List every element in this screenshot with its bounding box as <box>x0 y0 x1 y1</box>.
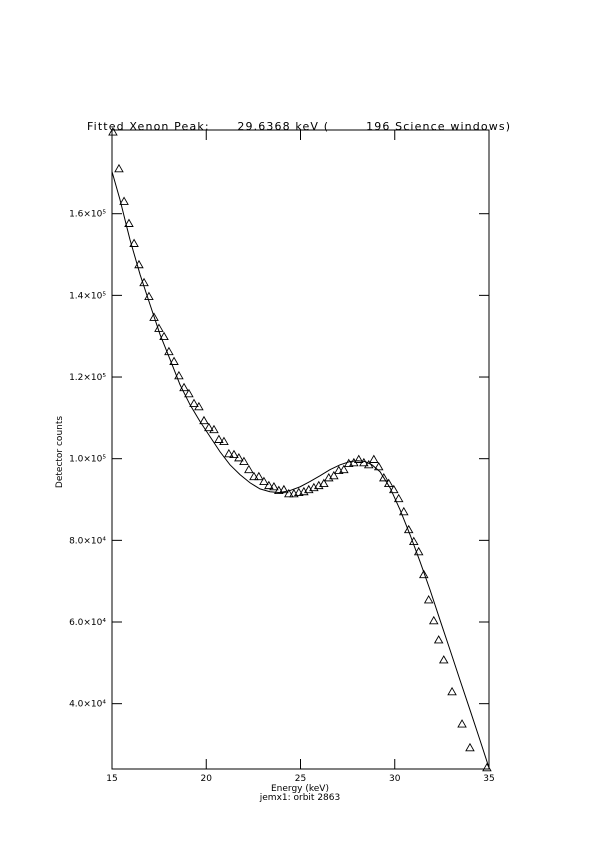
data-point <box>239 456 249 465</box>
data-point <box>244 464 254 474</box>
data-point <box>423 595 434 604</box>
data-point <box>114 163 124 173</box>
data-point <box>403 524 414 534</box>
y-tick-label: 1.2×10⁵ <box>69 373 106 383</box>
data-point <box>399 506 409 516</box>
data-point <box>393 493 404 503</box>
y-tick-label: 6.0×10⁴ <box>69 618 106 628</box>
data-point <box>209 424 219 434</box>
data-point <box>457 719 467 728</box>
x-tick-label: 25 <box>295 774 306 784</box>
data-point <box>174 370 184 380</box>
data-point <box>124 218 134 227</box>
data-point <box>204 422 214 432</box>
y-tick-label: 1.6×10⁵ <box>69 210 106 220</box>
data-point <box>279 484 289 494</box>
data-point <box>199 415 209 425</box>
fit-line <box>111 171 490 768</box>
data-point <box>224 448 234 458</box>
data-point <box>129 238 139 247</box>
data-point <box>333 465 344 474</box>
data-point <box>108 127 118 136</box>
data-point <box>184 388 194 398</box>
y-tick-label: 8.0×10⁴ <box>69 536 106 546</box>
data-point <box>194 401 204 411</box>
x-axis-label: Energy (keV) <box>271 784 329 794</box>
data-point <box>419 569 429 579</box>
data-point <box>249 471 259 481</box>
data-point <box>179 382 189 392</box>
data-point <box>447 686 457 696</box>
data-point <box>269 481 279 491</box>
data-point <box>229 449 239 459</box>
x-tick-label: 15 <box>106 774 117 784</box>
data-point <box>373 461 384 471</box>
y-axis-label: Detector counts <box>55 416 65 488</box>
x-tick-label: 20 <box>201 774 213 784</box>
data-point <box>119 196 129 205</box>
data-point <box>214 434 224 443</box>
data-point <box>274 485 284 494</box>
data-point <box>465 742 475 752</box>
data-point <box>159 331 169 341</box>
data-point <box>294 487 304 497</box>
data-point <box>379 472 389 482</box>
data-point <box>259 476 269 486</box>
data-point <box>169 356 179 365</box>
x-tick-label: 35 <box>483 774 494 784</box>
data-point <box>284 488 294 498</box>
data-point <box>353 454 364 463</box>
data-point <box>438 655 449 664</box>
data-point <box>389 484 399 494</box>
x-tick-label: 30 <box>389 774 401 784</box>
y-tick-label: 1.4×10⁵ <box>69 291 106 301</box>
data-point <box>219 436 229 445</box>
chart-title: Fitted Xenon Peak: 29.6368 keV ( 196 Sci… <box>87 120 510 133</box>
subtitle: jemx1: orbit 2863 <box>259 793 340 803</box>
data-point <box>339 464 349 474</box>
data-point <box>254 471 264 481</box>
data-point <box>264 480 274 490</box>
y-tick-label: 4.0×10⁴ <box>69 700 106 710</box>
data-point <box>319 478 329 488</box>
y-tick-label: 1.0×10⁵ <box>69 455 106 465</box>
data-point <box>234 452 244 462</box>
data-point <box>149 312 159 321</box>
data-point <box>369 454 379 463</box>
data-point <box>189 398 199 408</box>
data-point <box>329 470 339 480</box>
data-point <box>428 615 439 625</box>
data-point <box>433 635 444 644</box>
